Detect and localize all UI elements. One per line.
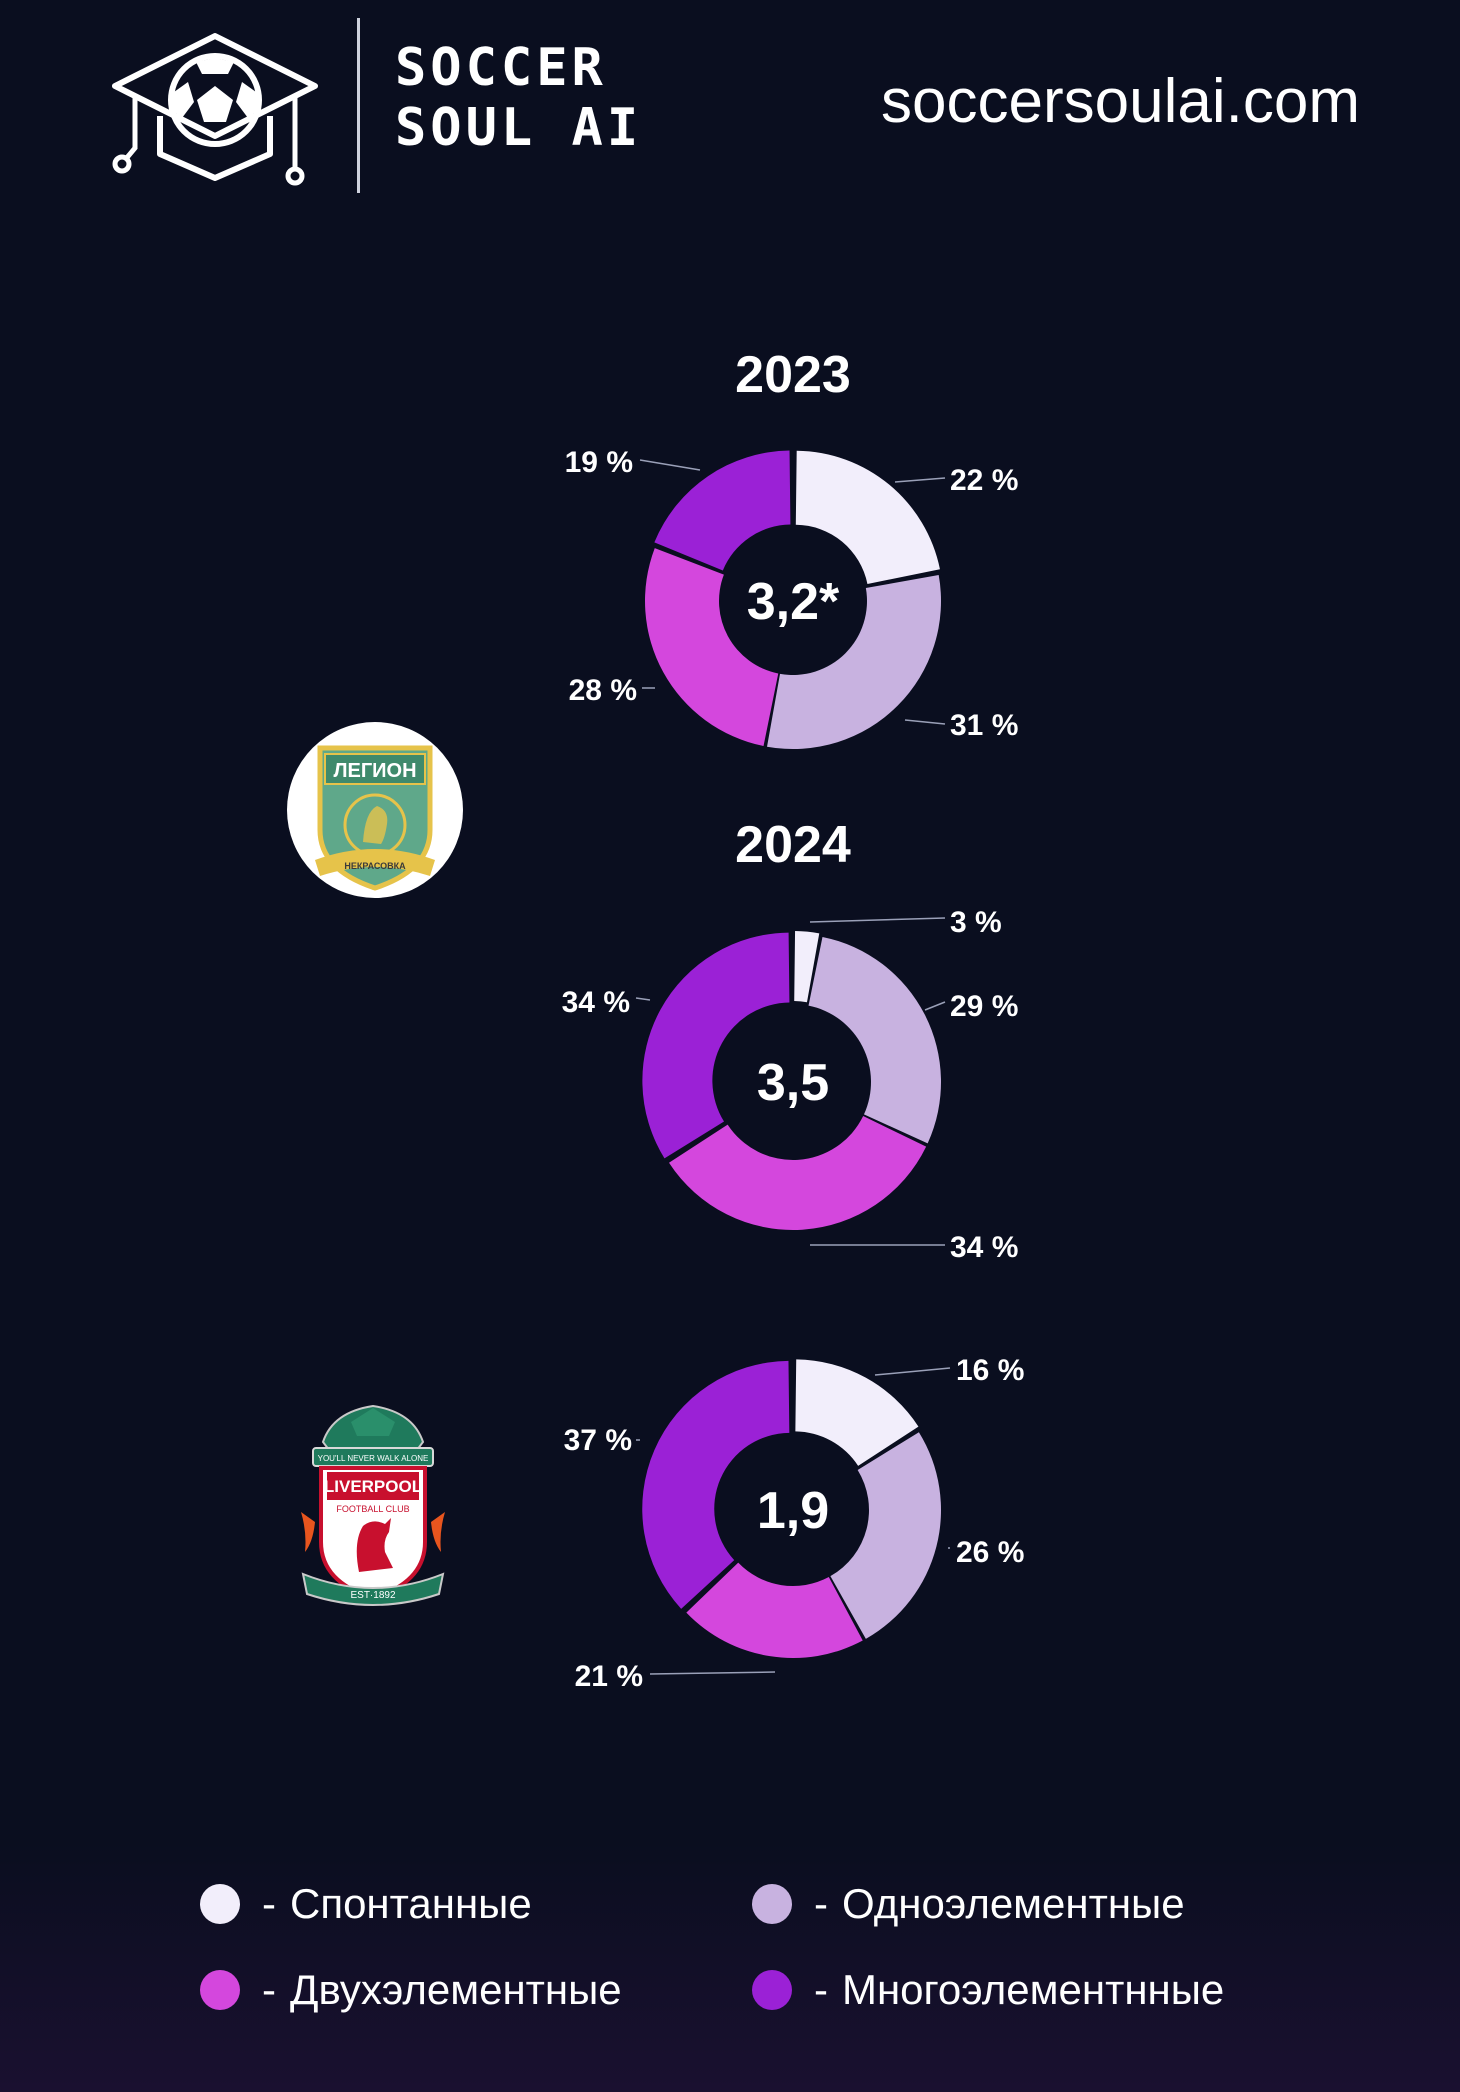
legend-item-spontaneous: - Спонтанные bbox=[200, 1880, 532, 1928]
chart-1-leader-line-spontaneous bbox=[894, 477, 946, 483]
liverpool-est: EST·1892 bbox=[350, 1590, 395, 1601]
chart-2-center-label: 3,5 bbox=[757, 1054, 829, 1112]
chart-3-label-spontaneous: 16 % bbox=[956, 1354, 1024, 1387]
chart-1-center-label: 3,2* bbox=[747, 573, 840, 631]
header-divider bbox=[357, 18, 360, 193]
chart-2-leader-line-one-element bbox=[924, 1001, 946, 1011]
brand-line-1: SOCCER bbox=[395, 38, 607, 98]
legend-label-one-element: Одноэлементные bbox=[842, 1880, 1185, 1927]
legend-item-one-element: - Одноэлементные bbox=[752, 1880, 1185, 1928]
chart-2-slice-one-element bbox=[808, 936, 941, 1144]
chart-3-slice-spontaneous bbox=[795, 1359, 919, 1466]
chart-3-slice-two-element bbox=[686, 1562, 863, 1659]
legend-dash: - bbox=[262, 1880, 276, 1927]
legion-name: ЛЕГИОН bbox=[333, 760, 416, 782]
legion-club-badge-icon: ЛЕГИОН НЕКРАСОВКА bbox=[287, 722, 463, 898]
chart-1-slice-two-element bbox=[645, 548, 779, 747]
legend-item-multi-element: - Многоэлементнные bbox=[752, 1966, 1224, 2014]
liverpool-sub: FOOTBALL CLUB bbox=[336, 1504, 409, 1514]
legend-dash: - bbox=[814, 1880, 828, 1927]
chart-3-label-two-element: 21 % bbox=[575, 1660, 643, 1693]
legend-label-two-element: Двухэлементные bbox=[290, 1966, 622, 2013]
legend-dash: - bbox=[814, 1966, 828, 2013]
legend-dot-one-element bbox=[752, 1884, 792, 1924]
legend-label-multi-element: Многоэлементнные bbox=[842, 1966, 1225, 2013]
liverpool-club-badge-icon: YOU'LL NEVER WALK ALONE LIVERPOOL FOOTBA… bbox=[301, 1404, 445, 1606]
chart-3-center-label: 1,9 bbox=[757, 1482, 829, 1540]
soccer-ball-graduation-cap-icon bbox=[112, 33, 318, 186]
chart-1-slice-multi-element bbox=[654, 450, 791, 571]
site-url[interactable]: soccersoulai.com bbox=[881, 67, 1360, 136]
chart-1-slice-one-element bbox=[767, 575, 941, 749]
brand-line-2: SOUL AI bbox=[395, 98, 643, 158]
legend-dot-multi-element bbox=[752, 1970, 792, 2010]
liverpool-motto: YOU'LL NEVER WALK ALONE bbox=[318, 1454, 429, 1463]
chart-1-slice-spontaneous bbox=[795, 450, 940, 584]
chart-1-label-multi-element: 19 % bbox=[565, 446, 633, 479]
chart-2-title: 2024 bbox=[735, 816, 851, 874]
legend-dash: - bbox=[262, 1966, 276, 2013]
header: SOCCER SOUL AI soccersoulai.com bbox=[0, 0, 1460, 220]
chart-2-label-two-element: 34 % bbox=[950, 1231, 1018, 1264]
legion-sub: НЕКРАСОВКА bbox=[344, 861, 406, 871]
legend-dot-two-element bbox=[200, 1970, 240, 2010]
chart-2-slice-two-element bbox=[669, 1116, 927, 1231]
chart-3-slice-multi-element bbox=[642, 1360, 790, 1609]
chart-3-label-one-element: 26 % bbox=[956, 1536, 1024, 1569]
chart-1-label-two-element: 28 % bbox=[569, 674, 637, 707]
chart-2-slice-multi-element bbox=[642, 932, 790, 1159]
legend: - Спонтанные - Одноэлементные - Двухэлем… bbox=[0, 1880, 1460, 2040]
chart-2-slice-spontaneous bbox=[794, 931, 820, 1003]
chart-1-label-spontaneous: 22 % bbox=[950, 464, 1018, 497]
chart-1-leader-line-multi-element bbox=[639, 459, 701, 471]
chart-3-label-multi-element: 37 % bbox=[564, 1424, 632, 1457]
chart-3-leader-line-spontaneous bbox=[874, 1367, 951, 1376]
chart-1-label-one-element: 31 % bbox=[950, 709, 1018, 742]
legend-item-two-element: - Двухэлементные bbox=[200, 1966, 622, 2014]
chart-2-label-multi-element: 34 % bbox=[562, 986, 630, 1019]
chart-2-leader-line-spontaneous bbox=[809, 917, 946, 923]
chart-3-slice-one-element bbox=[830, 1432, 941, 1639]
chart-2-label-one-element: 29 % bbox=[950, 990, 1018, 1023]
chart-3-leader-line-two-element bbox=[649, 1671, 776, 1675]
legend-label-spontaneous: Спонтанные bbox=[290, 1880, 532, 1927]
chart-2-label-spontaneous: 3 % bbox=[950, 906, 1002, 939]
chart-1-title: 2023 bbox=[735, 346, 851, 404]
liverpool-name: LIVERPOOL bbox=[324, 1477, 422, 1496]
chart-2-leader-line-multi-element bbox=[635, 997, 651, 1001]
legend-dot-spontaneous bbox=[200, 1884, 240, 1924]
brand-name: SOCCER SOUL AI bbox=[395, 38, 642, 158]
chart-1-leader-line-one-element bbox=[904, 719, 946, 725]
